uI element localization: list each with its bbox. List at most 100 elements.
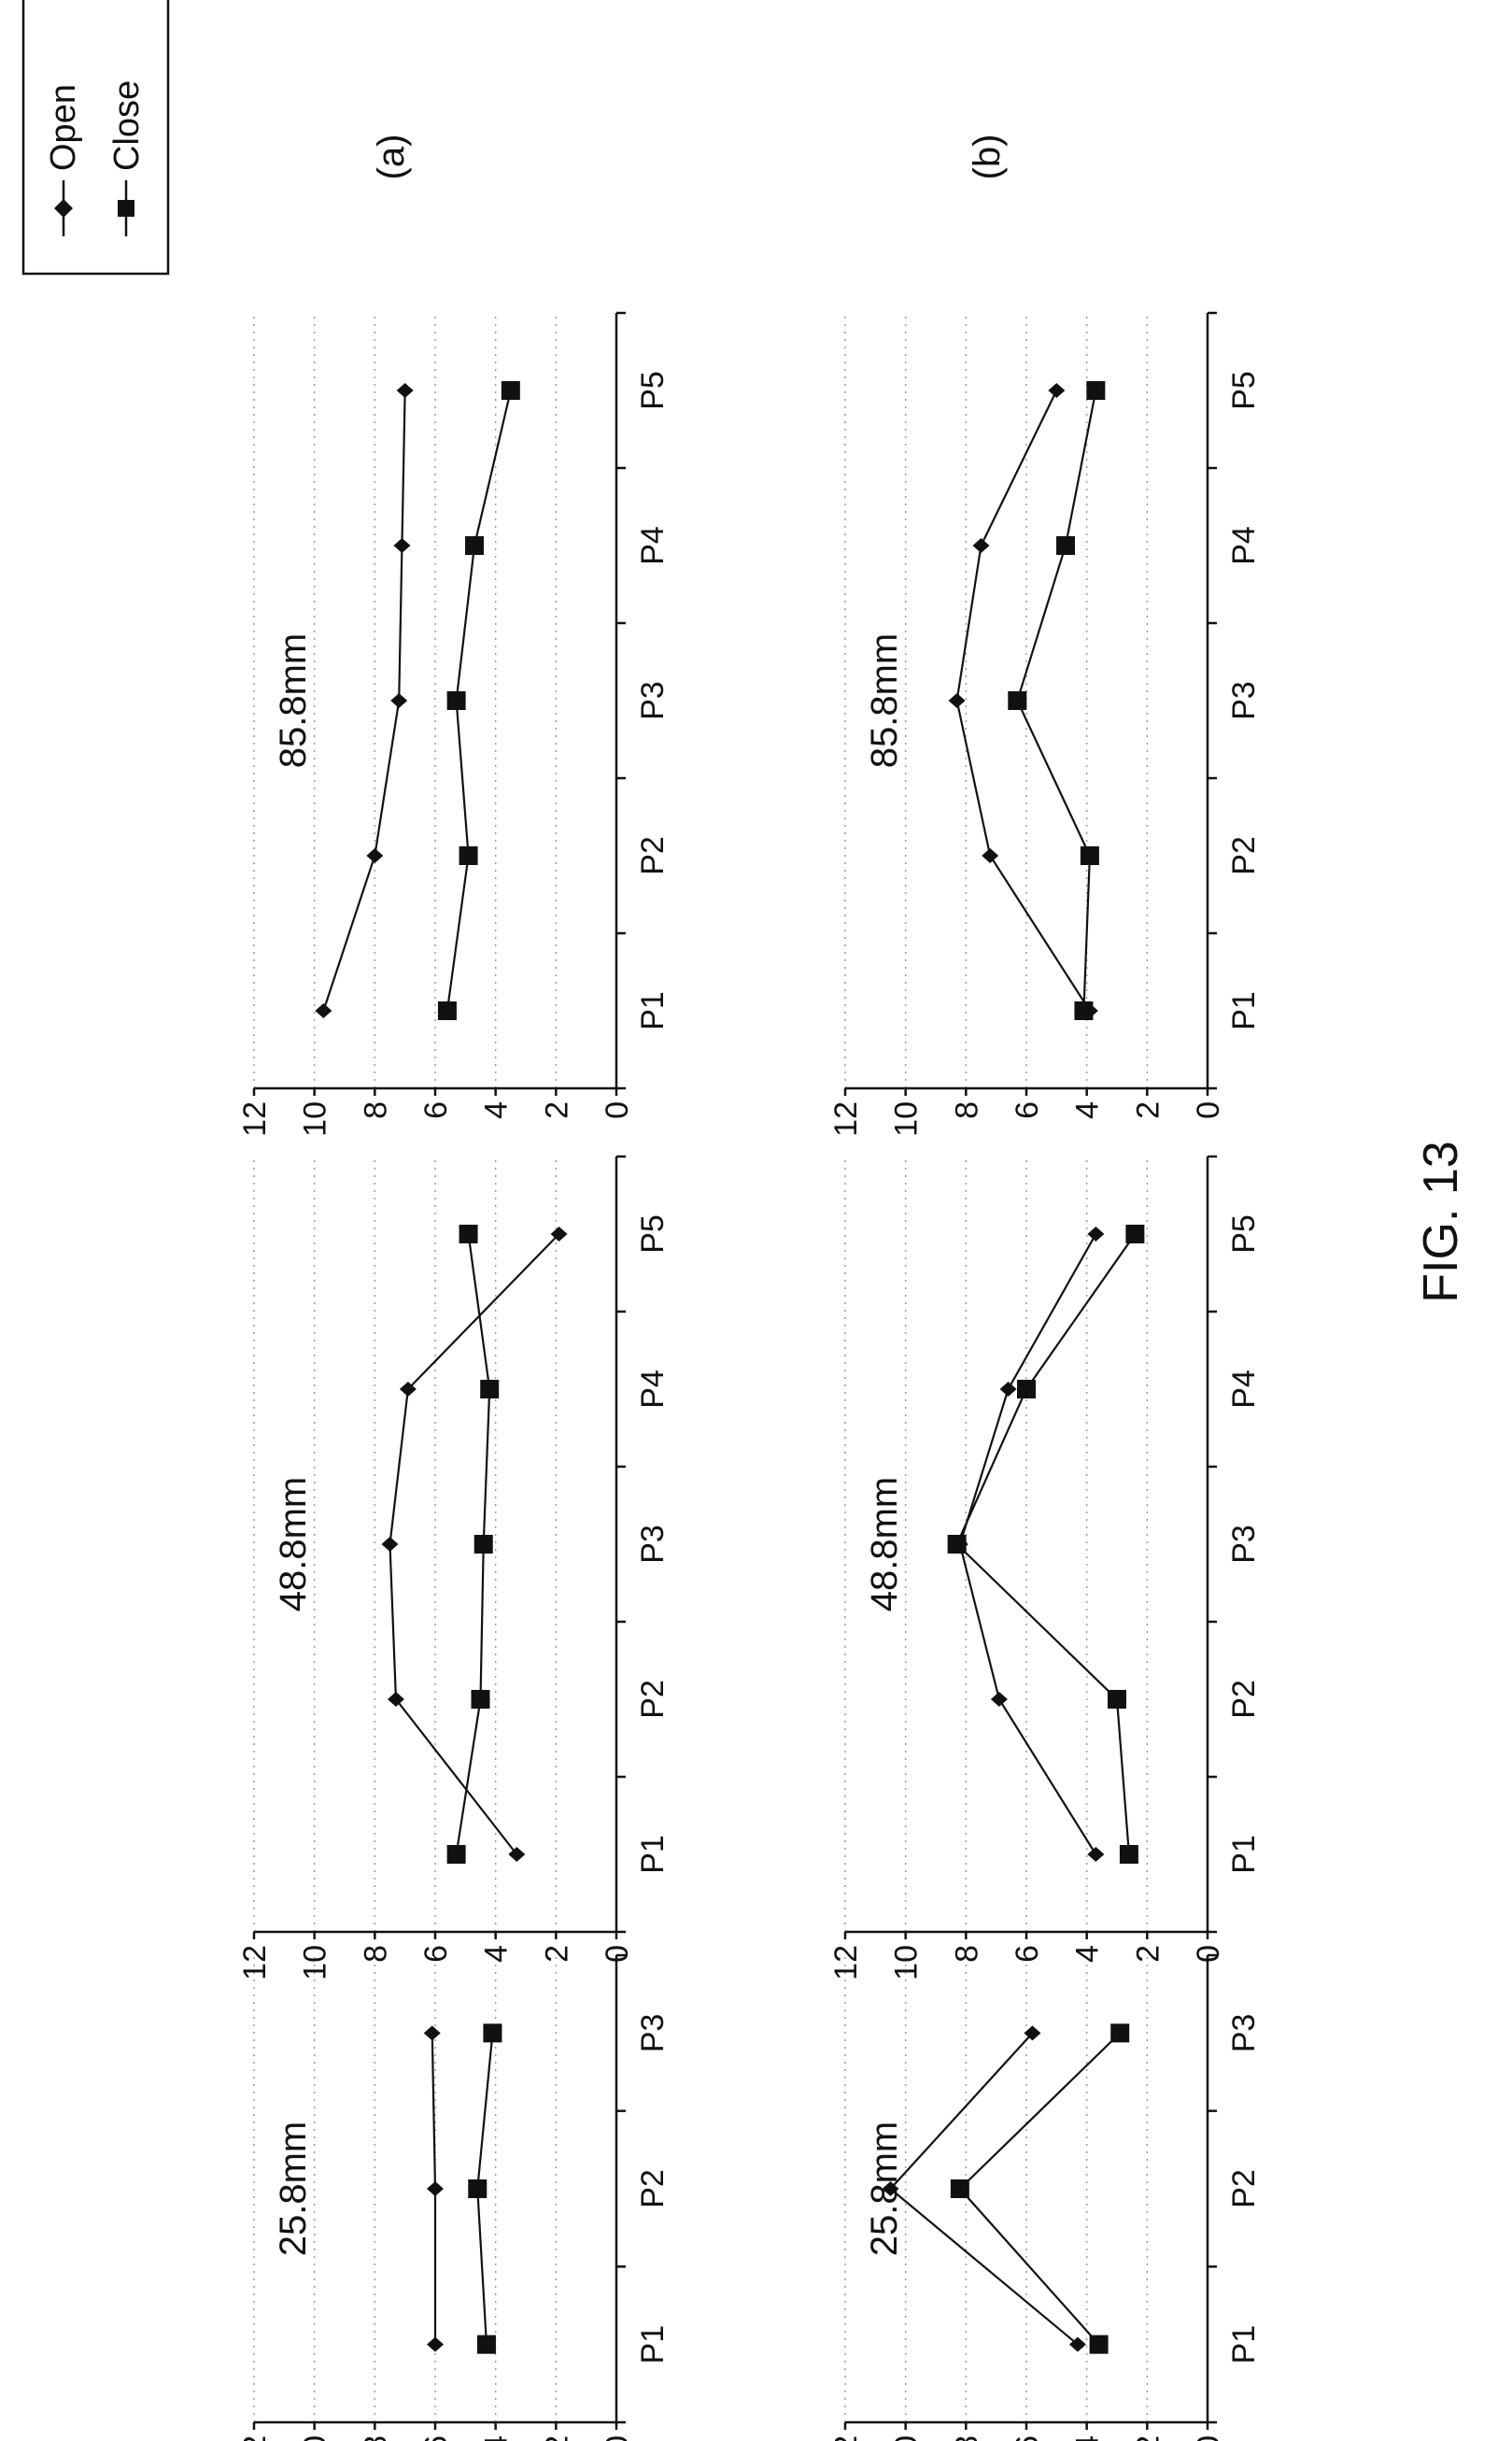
y-tick-label: 2 [1130,1101,1166,1119]
close-point [471,1690,490,1709]
open-point [396,383,414,398]
y-tick-label: 12 [828,1101,864,1137]
x-tick-label: P3 [635,1525,671,1564]
close-point [1017,1380,1036,1398]
y-tick-label: 0 [1191,2435,1226,2441]
row-label-a: (a) [371,135,412,180]
close-point [446,1845,466,1864]
x-tick-label: P3 [1226,2014,1262,2053]
close-point [1086,381,1106,400]
y-tick-label: 6 [418,1101,454,1119]
close-point [1119,1845,1138,1864]
y-tick-label: 10 [889,1101,925,1137]
y-tick-label: 4 [1070,1945,1106,1963]
row-label-b: (b) [967,135,1008,180]
open-point [381,1537,399,1552]
x-tick-label: P5 [1226,371,1262,410]
x-tick-label: P1 [1226,2325,1262,2364]
x-tick-label: P5 [635,1214,671,1254]
close-point [1110,2023,1130,2043]
open-point [1048,383,1066,398]
open-point [972,538,990,553]
series-line-close [958,2032,1122,2346]
y-tick-label: 12 [237,1101,273,1137]
rotated-figure: 0 2 4 6 8 10 12 P1 P2 P3 25.8mm 0 2 4 6 8 10 12 P1 P2 P3 P4 P5… [21,0,1468,2441]
close-point [476,2335,496,2354]
chart-title: 25.8mm [273,2122,314,2257]
open-point [315,1003,332,1018]
y-tick-label: 10 [889,2435,925,2441]
y-tick-label: 6 [1010,1945,1045,1963]
open-point [427,2181,444,2196]
y-tick-label: 10 [889,1945,925,1980]
y-tick-label: 12 [237,2435,273,2441]
y-tick-label: 4 [479,1101,515,1119]
close-point [1074,1001,1094,1020]
x-tick-label: P3 [635,681,671,720]
chart-panel-5: 0 2 4 6 8 10 12 P1 P2 P3 P4 P5 48.8mm [828,1155,1262,1980]
open-point [508,1847,526,1862]
y-tick-label: 2 [539,1945,574,1963]
y-tick-label: 8 [949,1101,984,1119]
series-line-open [958,1233,1097,1855]
close-point [1080,846,1099,865]
x-tick-label: P2 [635,2169,671,2208]
open-point [1087,1227,1105,1242]
x-tick-label: P1 [1226,991,1262,1030]
y-tick-label: 0 [1191,1945,1226,1963]
close-point [1125,1225,1145,1243]
y-tick-label: 8 [358,1101,393,1119]
x-tick-label: P1 [635,2325,671,2364]
chart-panel-1: 0 2 4 6 8 10 12 P1 P2 P3 25.8mm [237,1953,671,2441]
chart-title: 85.8mm [864,633,905,769]
x-tick-label: P1 [635,1835,671,1874]
y-tick-label: 6 [418,1945,454,1963]
y-tick-label: 8 [358,2435,393,2441]
open-point [1087,1847,1105,1862]
open-point [990,1692,1008,1707]
open-point [882,2181,899,2196]
y-tick-label: 4 [1070,2435,1106,2441]
y-tick-label: 0 [600,2435,635,2441]
open-point [387,1692,404,1707]
legend-open-label: Open [44,84,83,171]
x-tick-label: P1 [1226,1835,1262,1874]
x-tick-label: P5 [635,371,671,410]
open-point [550,1227,568,1242]
close-point [437,1001,457,1020]
y-tick-label: 8 [949,2435,984,2441]
close-point [465,536,485,555]
x-tick-label: P3 [1226,1525,1262,1564]
x-tick-label: P2 [635,1680,671,1719]
y-tick-label: 0 [1191,1101,1226,1119]
close-point [459,846,478,865]
legend-close-marker [118,200,134,217]
close-point [1008,691,1027,710]
x-tick-label: P4 [1226,1370,1262,1409]
x-tick-label: P2 [1226,2169,1262,2208]
y-tick-label: 12 [828,1945,864,1980]
y-tick-label: 2 [1130,1945,1166,1963]
y-tick-label: 8 [358,1945,393,1963]
close-point [473,1535,493,1554]
y-tick-label: 0 [600,1945,635,1963]
x-tick-label: P3 [635,2014,671,2053]
open-point [999,1382,1017,1397]
close-point [1108,1690,1126,1709]
y-tick-label: 2 [1130,2435,1166,2441]
x-tick-label: P2 [1226,1680,1262,1719]
x-tick-label: P5 [1226,1214,1262,1254]
chart-panel-4: 024681012P1P2P325.8mm [828,1953,1262,2441]
y-tick-label: 2 [539,1101,574,1119]
chart-title: 85.8mm [273,633,314,769]
chart-title: 48.8mm [273,1477,314,1612]
legend-open-marker [54,199,73,218]
series-line-close [955,1233,1137,1855]
close-point [480,1380,500,1398]
close-point [950,2179,969,2198]
y-tick-label: 2 [539,2435,574,2441]
y-tick-label: 6 [418,2435,454,2441]
open-point [948,693,966,708]
open-point [393,538,411,553]
